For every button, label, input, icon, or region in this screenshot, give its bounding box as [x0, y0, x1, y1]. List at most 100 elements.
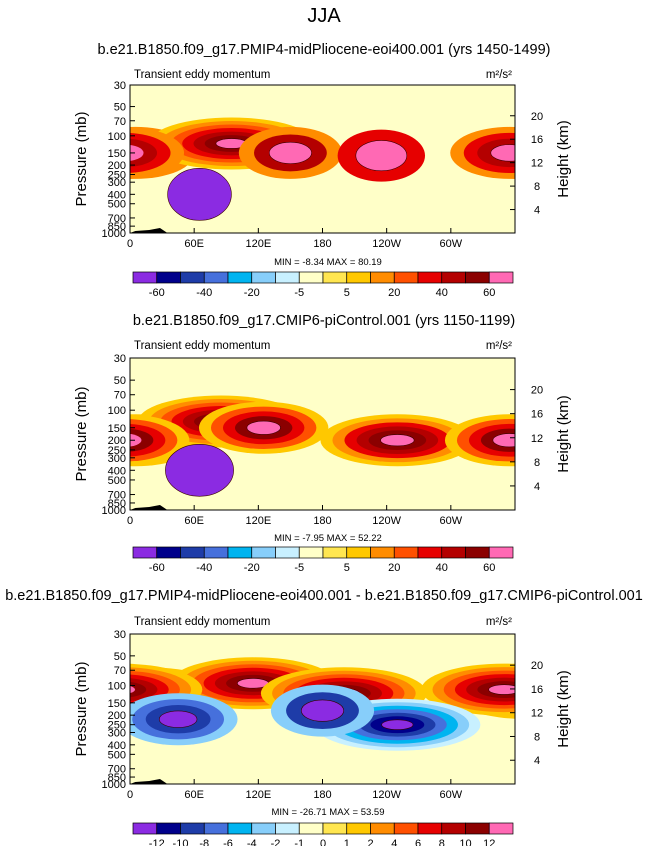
panel-2-xtick-label: 60E [184, 515, 204, 527]
panel-2-terrain [130, 505, 168, 510]
panel-2-title: b.e21.B1850.f09_g17.CMIP6-piControl.001 … [133, 313, 515, 329]
panel-1-ytick-label: 250 [108, 169, 126, 181]
panel-2-colorbar-label: -60 [149, 562, 165, 574]
panel-3-ytick-label: 30 [114, 629, 126, 641]
panel-3-ytick-label: 150 [108, 698, 126, 710]
panel-1-colorbar-swatch [180, 271, 205, 284]
panel-3-ytick-label: 70 [114, 665, 126, 677]
panel-1-feature-3-level-1 [355, 140, 408, 172]
panel-3-minmax: MIN = -26.71 MAX = 53.59 [271, 807, 384, 818]
panel-2-colorbar-label: 20 [388, 562, 400, 574]
panel-2-feature-4-level-4 [492, 433, 515, 448]
panel-3-colorbar: -12 -10 -8 -6 -4 -2 -1 0 1 2 4 6 8 10 12 [132, 822, 514, 846]
panel-1-colorbar-label: -20 [244, 287, 260, 299]
panel-1-ylabel-right: Height (km) [555, 120, 572, 198]
panel-1-ytick-label: 30 [114, 80, 126, 92]
panel-2-colorbar-swatch [441, 546, 466, 559]
panel-2-colorbar-swatch [251, 546, 276, 559]
panel-3-ytick-label: 700 [108, 764, 126, 776]
panel-1-height-tick-label: 4 [534, 205, 540, 217]
panel-2-colorbar-swatch [488, 546, 514, 559]
panel-2-ytick-label: 1000 [102, 505, 126, 517]
panel-2-colorbar-swatch [156, 546, 181, 559]
panel-3-feature-3-level-6 [488, 684, 515, 695]
panel-3-xtick-label: 180 [313, 789, 331, 801]
panel-3-ytick-label: 500 [108, 749, 126, 761]
panel-2: b.e21.B1850.f09_g17.CMIP6-piControl.001 … [73, 313, 572, 574]
panel-2-colorbar-swatch [275, 546, 300, 559]
panel-3-colorbar-label: -10 [173, 838, 189, 846]
panel-3-colorbar-label: 0 [320, 838, 326, 846]
panel-1-colorbar-swatch [298, 271, 324, 284]
panel-1-colorbar-label: 60 [483, 287, 495, 299]
panel-2-feature-2-level-4 [246, 420, 281, 435]
panel-2-colorbar-label: 40 [436, 562, 448, 574]
panel-2-colorbar-swatch [465, 546, 490, 559]
panel-3-ytick-label: 1000 [102, 779, 126, 791]
panel-3-colorbar-label: -8 [199, 838, 209, 846]
panel-2-feature-4-wrap-4 [130, 433, 142, 447]
panel-1-colorbar-label: 40 [436, 287, 448, 299]
panel-1: b.e21.B1850.f09_g17.PMIP4-midPliocene-eo… [73, 42, 572, 299]
panel-2-feature-3-level-5 [380, 434, 415, 447]
panel-1-xtick-label: 0 [127, 238, 133, 250]
panel-2-xtick-label: 60W [440, 515, 463, 527]
panel-1-ytick-label: 50 [114, 102, 126, 114]
panel-1-xtick-label: 60E [184, 238, 204, 250]
panel-2-ytick-label: 400 [108, 465, 126, 477]
panel-2-ytick-label: 100 [108, 405, 126, 417]
panel-1-colorbar-swatch [203, 271, 229, 284]
panel-3-colorbar-label: 8 [439, 838, 445, 846]
panel-1-colorbar-swatch [322, 271, 348, 284]
panel-3: b.e21.B1850.f09_g17.PMIP4-midPliocene-eo… [5, 588, 643, 846]
panel-1-colorbar-swatch [346, 271, 371, 284]
panel-3-feature-3-wrap-6 [130, 685, 136, 694]
panel-3-colorbar-swatch [322, 822, 348, 835]
panel-1-colorbar-swatch [417, 271, 443, 284]
panel-3-colorbar-label: -2 [271, 838, 281, 846]
panel-3-height-tick-label: 12 [531, 708, 543, 720]
panel-3-ytick-label: 200 [108, 710, 126, 722]
panel-2-ytick-label: 70 [114, 390, 126, 402]
panel-3-axes: 0 60E 120E 180 120W 60W3050701001502002503004… [102, 629, 544, 801]
panel-3-colorbar-swatch [156, 822, 181, 835]
figure-title: JJA [307, 5, 341, 27]
panel-2-colorbar: -60 -40 -20 -5 5 20 40 60 [132, 546, 514, 574]
panel-1-colorbar-label: -40 [196, 287, 212, 299]
panel-2-units: m²/s² [486, 340, 512, 352]
panel-3-colorbar-label: 1 [344, 838, 350, 846]
panel-3-field [130, 634, 515, 784]
panel-3-title: b.e21.B1850.f09_g17.PMIP4-midPliocene-eo… [5, 588, 643, 604]
panel-1-xtick-label: 120E [245, 238, 271, 250]
panel-2-ytick-label: 200 [108, 435, 126, 447]
panel-3-ytick-label: 100 [108, 681, 126, 693]
panel-2-colorbar-label: -5 [294, 562, 304, 574]
panel-3-ylabel-right: Height (km) [555, 670, 572, 748]
panel-1-minmax: MIN = -8.34 MAX = 80.19 [274, 257, 382, 268]
panel-1-height-tick-label: 12 [531, 158, 543, 170]
panel-3-colorbar-swatch [393, 822, 419, 835]
panel-1-ytick-label: 200 [108, 160, 126, 172]
panel-1-colorbar-label: -5 [294, 287, 304, 299]
panel-2-colorbar-label: -40 [196, 562, 212, 574]
panel-1-ytick-label: 400 [108, 189, 126, 201]
panel-3-ylabel: Pressure (mb) [73, 661, 90, 756]
panel-2-xtick-label: 180 [313, 515, 331, 527]
panel-2-ytick-label: 850 [108, 498, 126, 510]
panel-1-ytick-label: 100 [108, 131, 126, 143]
panel-3-ytick-label: 400 [108, 740, 126, 752]
panel-3-subtitle: Transient eddy momentum [134, 616, 270, 628]
panel-1-feature-2-level-2 [268, 141, 312, 164]
panel-3-colorbar-swatch [417, 822, 443, 835]
panel-1-colorbar-swatch [227, 271, 253, 284]
panel-2-colorbar-swatch [298, 546, 324, 559]
panel-2-ytick-label: 700 [108, 490, 126, 502]
panel-3-height-tick-label: 8 [534, 731, 540, 743]
panel-3-colorbar-swatch [465, 822, 490, 835]
panel-2-subtitle: Transient eddy momentum [134, 340, 270, 352]
panel-3-colorbar-label: -6 [223, 838, 233, 846]
panel-2-ylabel-right: Height (km) [555, 395, 572, 473]
panel-3-colorbar-label: -1 [294, 838, 304, 846]
panel-3-ytick-label: 250 [108, 720, 126, 732]
panel-1-axes: 0 60E 120E 180 120W 60W3050701001502002503004… [102, 80, 544, 250]
